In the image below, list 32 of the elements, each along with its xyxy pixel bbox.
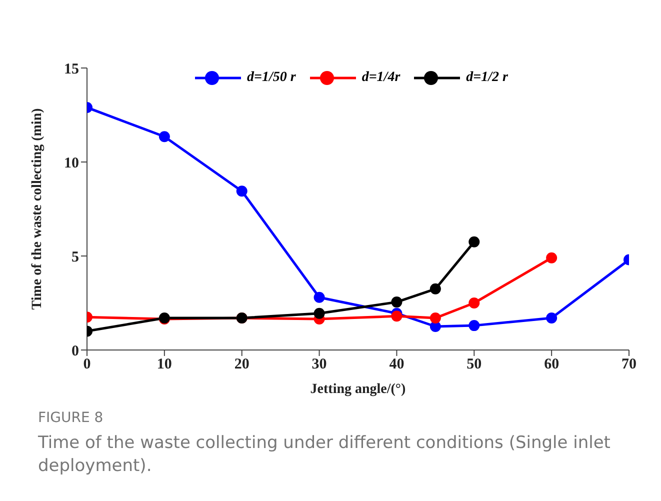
point [468, 320, 480, 332]
point [546, 252, 558, 264]
y-axis-title: Time of the waste collecting (min) [30, 108, 45, 310]
y-tick-label: 15 [64, 61, 79, 78]
caption: FIGURE 8 [38, 410, 104, 426]
point [430, 312, 441, 324]
point [314, 292, 325, 303]
x-tick-label: 70 [622, 356, 636, 373]
y-tick-label: 0 [72, 343, 79, 360]
point [546, 312, 558, 324]
x-tick-label: 30 [312, 356, 327, 373]
x-tick-label: 40 [389, 356, 404, 373]
point [391, 310, 402, 322]
y-tick-label: 5 [72, 249, 79, 266]
x-tick-label: 10 [156, 356, 172, 373]
x-tick-label: 60 [544, 356, 560, 373]
point [158, 131, 170, 142]
point [391, 296, 402, 308]
x-axis-title: Jetting angle/(°) [310, 382, 406, 397]
point [236, 186, 248, 197]
point [314, 308, 325, 319]
legend-label: d=1/4r [362, 70, 400, 86]
point [430, 283, 441, 294]
legend-label: d=1/50 r [247, 70, 296, 86]
x-tick-label: 0 [83, 356, 91, 373]
x-tick-label: 20 [234, 356, 250, 373]
legend-label: d=1/2 r [466, 70, 508, 86]
y-tick-label: 10 [64, 155, 79, 172]
text: Time of the waste collecting under different conditions (Single inlet deployment). [38, 432, 612, 478]
x-tick-label: 50 [466, 356, 482, 373]
point [468, 298, 480, 308]
point [468, 236, 480, 248]
